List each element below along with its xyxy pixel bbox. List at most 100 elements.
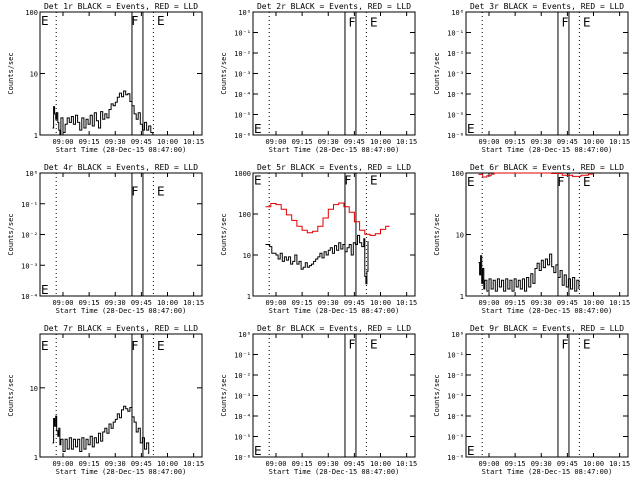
events-series bbox=[52, 90, 154, 136]
marker-e: E bbox=[370, 16, 378, 30]
x-tick-label: 09:45 bbox=[557, 299, 578, 307]
marker-e-left: E bbox=[41, 283, 49, 297]
x-tick-label: 09:15 bbox=[292, 138, 313, 146]
x-tick-label: 10:15 bbox=[396, 299, 417, 307]
x-tick-label: 09:15 bbox=[505, 299, 526, 307]
y-axis-label: Counts/sec bbox=[7, 374, 15, 416]
lld-series bbox=[478, 172, 594, 178]
panel-det-4: Det 4r BLACK = Events, RED = LLD 09:00 09:… bbox=[7, 163, 204, 315]
x-tick-label: 09:00 bbox=[478, 299, 499, 307]
y-tick-label: 10⁻¹ bbox=[21, 201, 38, 209]
x-axis-label: Start Time (28-Dec-15 08:47:00) bbox=[482, 468, 613, 476]
x-axis-label: Start Time (28-Dec-15 08:47:00) bbox=[269, 146, 400, 154]
x-tick-label: 09:30 bbox=[531, 138, 552, 146]
x-tick-label: 09:30 bbox=[531, 299, 552, 307]
y-tick-label: 10⁰ bbox=[451, 331, 464, 339]
x-tick-label: 10:00 bbox=[583, 138, 604, 146]
x-tick-label: 10:00 bbox=[157, 299, 178, 307]
x-tick-label: 10:00 bbox=[583, 299, 604, 307]
y-axis-label: Counts/sec bbox=[220, 52, 228, 94]
x-tick-label: 10:15 bbox=[183, 299, 204, 307]
panel-det-9: Det 9r BLACK = Events, RED = LLD 09:00 09:… bbox=[433, 324, 630, 476]
x-tick-label: 09:15 bbox=[79, 299, 100, 307]
panel-det-1: Det 1r BLACK = Events, RED = LLD 09:00 09:… bbox=[7, 2, 204, 154]
y-axis-label: Counts/sec bbox=[220, 213, 228, 255]
marker-f: F bbox=[131, 185, 138, 199]
y-tick-label: 1 bbox=[247, 293, 251, 301]
y-axis-label: Counts/sec bbox=[7, 52, 15, 94]
x-tick-label: 09:45 bbox=[344, 138, 365, 146]
y-tick-label: 10⁻⁶ bbox=[447, 454, 464, 462]
y-tick-label: 10 bbox=[30, 385, 38, 393]
marker-e: E bbox=[583, 175, 591, 189]
panel-title: Det 2r BLACK = Events, RED = LLD bbox=[257, 2, 411, 11]
x-tick-label: 10:15 bbox=[609, 299, 630, 307]
x-tick-label: 09:00 bbox=[52, 138, 73, 146]
x-tick-label: 09:30 bbox=[105, 299, 126, 307]
marker-e: E bbox=[157, 185, 165, 199]
y-tick-label: 10 bbox=[243, 252, 251, 260]
panel-title: Det 5r BLACK = Events, RED = LLD bbox=[257, 163, 411, 172]
marker-f: F bbox=[131, 14, 138, 28]
y-tick-label: 10⁻⁶ bbox=[447, 132, 464, 140]
x-axis-label: Start Time (28-Dec-15 08:47:00) bbox=[482, 146, 613, 154]
panel-title: Det 8r BLACK = Events, RED = LLD bbox=[257, 324, 411, 333]
y-tick-label: 10 bbox=[456, 232, 464, 240]
x-tick-label: 09:45 bbox=[557, 460, 578, 468]
x-tick-label: 09:00 bbox=[265, 460, 286, 468]
y-axis-label: Counts/sec bbox=[220, 374, 228, 416]
x-axis-label: Start Time (28-Dec-15 08:47:00) bbox=[269, 468, 400, 476]
marker-f: F bbox=[562, 16, 569, 30]
x-axis-label: Start Time (28-Dec-15 08:47:00) bbox=[269, 307, 400, 315]
marker-e-left: E bbox=[254, 444, 262, 458]
y-tick-label: 10⁻⁵ bbox=[447, 434, 464, 442]
marker-f: F bbox=[344, 174, 351, 188]
x-tick-label: 09:45 bbox=[344, 299, 365, 307]
x-tick-label: 09:00 bbox=[265, 138, 286, 146]
panel-title: Det 4r BLACK = Events, RED = LLD bbox=[44, 163, 198, 172]
y-tick-label: 1000 bbox=[234, 170, 251, 178]
marker-f: F bbox=[557, 175, 564, 189]
marker-f: F bbox=[131, 339, 138, 353]
x-tick-label: 09:00 bbox=[478, 138, 499, 146]
y-tick-label: 100 bbox=[238, 211, 251, 219]
plot-frame bbox=[465, 333, 629, 458]
y-tick-label: 10⁻⁵ bbox=[234, 112, 251, 120]
marker-f: F bbox=[349, 16, 356, 30]
plot-frame bbox=[39, 172, 203, 297]
x-tick-label: 09:45 bbox=[131, 460, 152, 468]
y-tick-label: 1 bbox=[460, 293, 464, 301]
panel-det-2: Det 2r BLACK = Events, RED = LLD 09:00 09:… bbox=[220, 2, 417, 154]
plot-frame bbox=[39, 11, 203, 136]
plot-frame bbox=[252, 11, 416, 136]
x-tick-label: 09:45 bbox=[131, 138, 152, 146]
marker-e-left: E bbox=[41, 14, 49, 28]
panel-title: Det 9r BLACK = Events, RED = LLD bbox=[470, 324, 624, 333]
y-tick-label: 10⁻³ bbox=[234, 393, 251, 401]
x-tick-label: 10:15 bbox=[396, 460, 417, 468]
y-tick-label: 100 bbox=[25, 9, 38, 17]
y-tick-label: 10⁻⁴ bbox=[234, 413, 251, 421]
y-tick-label: 10⁻³ bbox=[447, 71, 464, 79]
panel-title: Det 7r BLACK = Events, RED = LLD bbox=[44, 324, 198, 333]
y-tick-label: 10⁻⁵ bbox=[447, 112, 464, 120]
panel-title: Det 1r BLACK = Events, RED = LLD bbox=[44, 2, 198, 11]
x-tick-label: 10:15 bbox=[396, 138, 417, 146]
x-tick-label: 09:00 bbox=[52, 460, 73, 468]
x-tick-label: 09:30 bbox=[105, 460, 126, 468]
x-tick-label: 10:15 bbox=[183, 138, 204, 146]
y-tick-label: 10⁻¹ bbox=[447, 352, 464, 360]
panel-det-5: Det 5r BLACK = Events, RED = LLD 09:00 09:… bbox=[220, 163, 417, 315]
plot-frame bbox=[252, 333, 416, 458]
y-tick-label: 10⁰ bbox=[25, 170, 38, 178]
marker-e: E bbox=[157, 14, 165, 28]
y-tick-label: 10⁻⁴ bbox=[447, 413, 464, 421]
panel-det-6: Det 6r BLACK = Events, RED = LLD 09:00 09:… bbox=[433, 163, 630, 315]
marker-e-left: E bbox=[254, 122, 262, 136]
y-axis-label: Counts/sec bbox=[7, 213, 15, 255]
x-tick-label: 10:00 bbox=[370, 299, 391, 307]
y-axis-label: Counts/sec bbox=[433, 374, 441, 416]
x-tick-label: 09:15 bbox=[292, 299, 313, 307]
x-axis-label: Start Time (28-Dec-15 08:47:00) bbox=[56, 307, 187, 315]
